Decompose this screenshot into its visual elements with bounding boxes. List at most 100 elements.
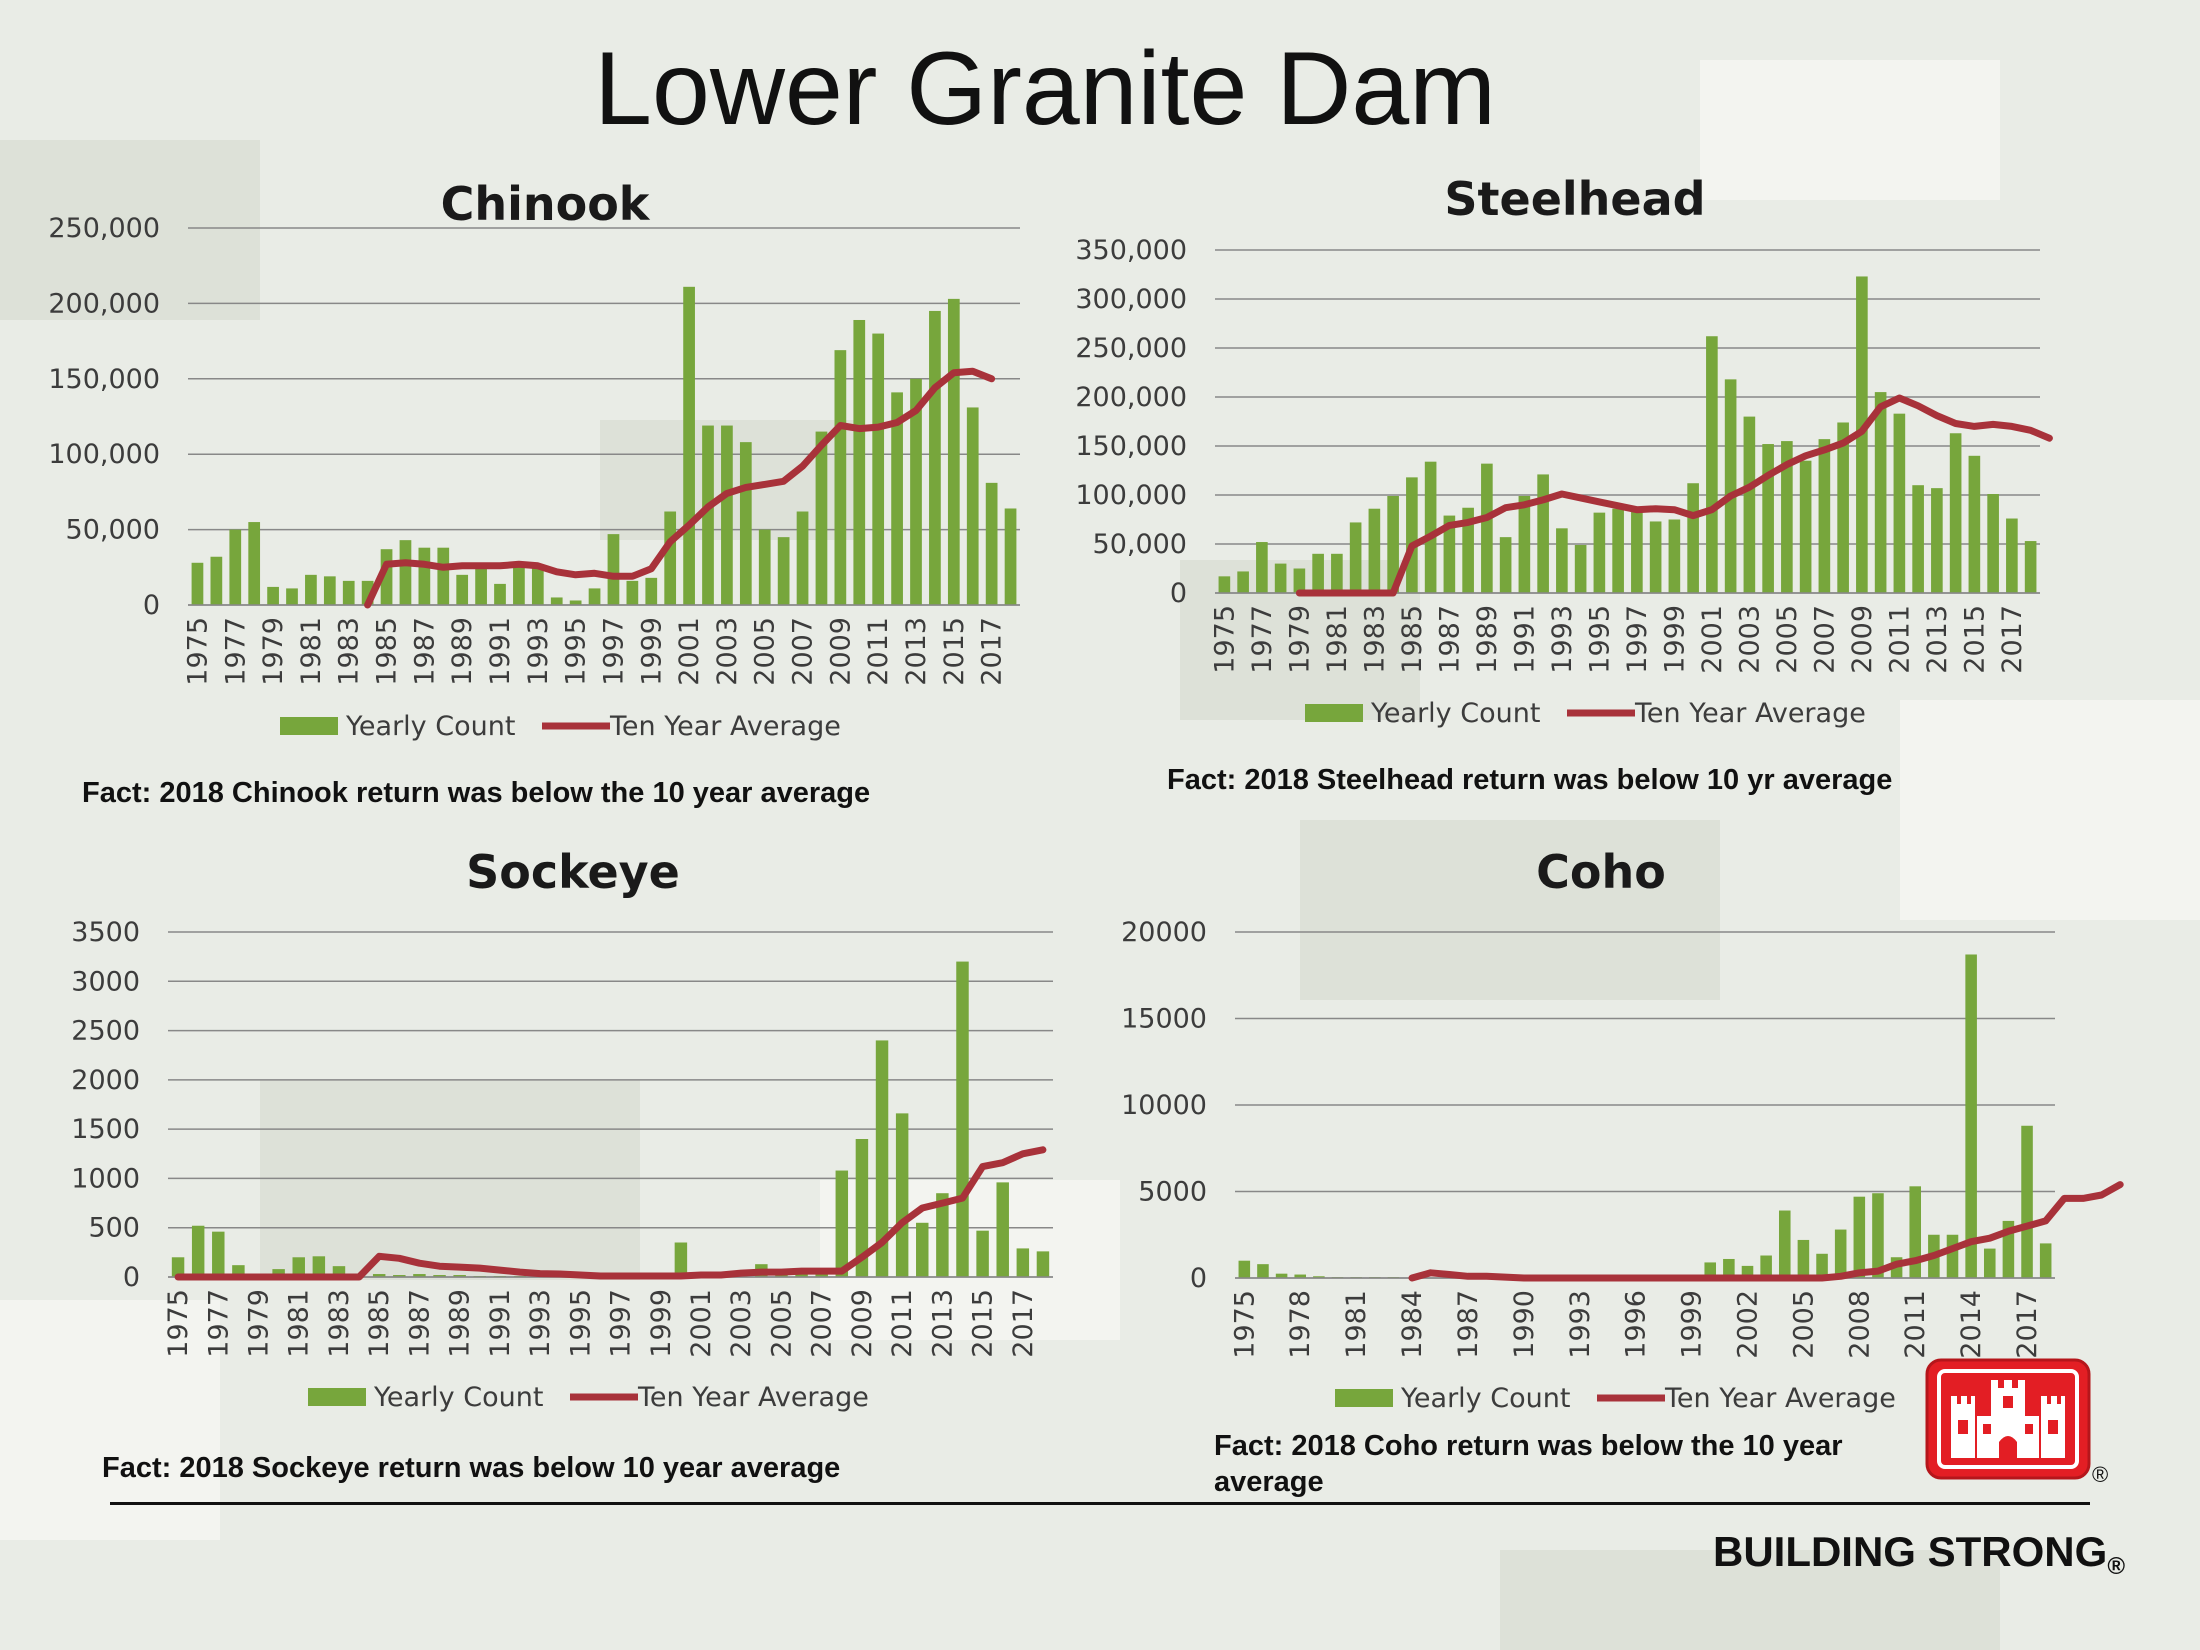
logo-registered-mark: ®	[2092, 1462, 2109, 1487]
coho-bar	[1909, 1186, 1922, 1278]
chinook-x-tick-label: 1983	[334, 617, 365, 686]
chinook-bar	[286, 588, 298, 605]
steelhead-y-tick-label: 300,000	[1075, 284, 1187, 315]
chinook-fact: Fact: 2018 Chinook return was below the …	[82, 777, 871, 809]
chinook-bar	[399, 540, 412, 605]
sockeye-x-tick-label: 1991	[485, 1289, 516, 1358]
coho-y-tick-label: 0	[1190, 1263, 1207, 1294]
sockeye-bar	[292, 1257, 305, 1277]
coho-x-tick-label: 2002	[1733, 1290, 1764, 1359]
chinook-bar	[588, 588, 601, 605]
steelhead-bar	[1706, 336, 1718, 593]
chinook-bar	[645, 577, 658, 605]
sockeye-x-tick-label: 1999	[646, 1289, 677, 1358]
coho-y-tick-label: 20000	[1121, 917, 1207, 948]
steelhead-y-tick-label: 350,000	[1075, 235, 1187, 266]
chinook-chart-title: Chinook	[441, 177, 651, 231]
sockeye-x-tick-label: 1983	[324, 1289, 355, 1358]
tagline-text: BUILDING STRONG	[1712, 1528, 2108, 1575]
coho-x-tick-label: 1984	[1397, 1290, 1428, 1359]
chinook-bar	[437, 547, 450, 605]
steelhead-bar	[1218, 576, 1231, 593]
coho-x-tick-label: 2014	[1956, 1290, 1987, 1359]
tagline-registered-mark: ®	[2107, 1553, 2125, 1580]
steelhead-x-tick-label: 1995	[1584, 605, 1615, 674]
sockeye-x-tick-label: 2015	[968, 1289, 999, 1358]
sockeye-legend-yearly-count: Yearly Count	[373, 1382, 543, 1413]
sockeye-bar	[232, 1265, 245, 1277]
steelhead-x-tick-label: 2007	[1809, 605, 1840, 674]
steelhead-x-tick-label: 2005	[1772, 605, 1803, 674]
sockeye-x-tick-label: 1975	[163, 1289, 194, 1358]
steelhead-x-tick-label: 1989	[1472, 605, 1503, 674]
sockeye-x-tick-label: 1997	[606, 1289, 637, 1358]
coho-x-tick-label: 2017	[2012, 1290, 2043, 1359]
coho-legend-yearly-count: Yearly Count	[1400, 1383, 1570, 1414]
sockeye-x-tick-label: 1989	[445, 1289, 476, 1358]
chinook-bar	[891, 392, 903, 605]
sockeye-x-tick-label: 1993	[525, 1289, 556, 1358]
sockeye-y-tick-label: 1500	[71, 1114, 140, 1145]
steelhead-bar	[1518, 495, 1531, 593]
steelhead-bar	[1293, 568, 1306, 593]
sockeye-bar	[372, 1274, 386, 1277]
coho-bar	[1704, 1262, 1717, 1278]
steelhead-bar	[1593, 512, 1606, 593]
chinook-x-tick-label: 2005	[750, 617, 781, 686]
coho-bar	[1853, 1196, 1866, 1278]
sockeye-bar	[956, 961, 969, 1277]
chinook-x-tick-label: 1999	[636, 617, 667, 686]
chinook-x-tick-label: 2017	[977, 617, 1008, 686]
steelhead-bar	[1406, 477, 1418, 593]
coho-bar	[1313, 1276, 1325, 1278]
sockeye-x-tick-label: 2001	[686, 1289, 717, 1358]
sockeye-x-tick-label: 1981	[284, 1289, 315, 1358]
coho-bar	[1797, 1239, 1810, 1278]
steelhead-x-tick-label: 1987	[1434, 605, 1465, 674]
chinook-x-tick-label: 1993	[523, 617, 554, 686]
steelhead-bar	[1574, 544, 1587, 593]
steelhead-legend-yearly-count: Yearly Count	[1370, 698, 1540, 729]
sockeye-bar	[916, 1222, 929, 1277]
steelhead-y-tick-label: 250,000	[1075, 333, 1187, 364]
chinook-x-tick-label: 1991	[485, 617, 516, 686]
chinook-bar	[834, 350, 847, 605]
steelhead-bar	[1237, 571, 1249, 593]
chinook-bar	[966, 407, 979, 605]
coho-x-tick-label: 1978	[1285, 1290, 1316, 1359]
steelhead-x-tick-label: 2013	[1922, 605, 1953, 674]
chinook-bar	[626, 580, 639, 605]
steelhead-bar	[1931, 488, 1943, 593]
chinook-y-tick-label: 50,000	[66, 515, 160, 546]
steelhead-bar	[1499, 537, 1512, 593]
steelhead-x-tick-label: 1997	[1622, 605, 1653, 674]
chinook-bar	[229, 529, 242, 605]
sockeye-x-tick-label: 2009	[847, 1289, 878, 1358]
sockeye-bar	[875, 1040, 889, 1277]
coho-bar	[1723, 1258, 1735, 1278]
page-title: Lower Granite Dam	[594, 31, 1496, 147]
steelhead-bar	[1312, 553, 1324, 593]
chinook-y-tick-label: 100,000	[48, 439, 160, 470]
chinook-bar	[361, 580, 374, 605]
steelhead-x-tick-label: 2001	[1697, 605, 1728, 674]
chinook-x-tick-label: 2007	[788, 617, 819, 686]
chinook-bar	[267, 586, 279, 605]
steelhead-bar	[1724, 379, 1737, 593]
coho-bar	[1294, 1274, 1307, 1278]
sockeye-chart: Sockeye 0 500 1000 1500 2000 2500 3000 3500 1975 1…	[40, 830, 1080, 1430]
coho-x-tick-label: 1999	[1677, 1290, 1708, 1359]
sockeye-y-tick-label: 1000	[71, 1163, 140, 1194]
sockeye-bar	[855, 1139, 869, 1277]
chinook-x-tick-label: 1977	[220, 617, 251, 686]
coho-bar	[1778, 1210, 1791, 1278]
sockeye-bar	[996, 1182, 1009, 1277]
steelhead-y-tick-label: 100,000	[1075, 480, 1187, 511]
chinook-bar	[664, 511, 677, 605]
coho-y-tick-label: 5000	[1138, 1177, 1207, 1208]
coho-bar	[1983, 1248, 1996, 1278]
chinook-bar	[872, 333, 885, 605]
sockeye-chart-svg: Sockeye 0 500 1000 1500 2000 2500 3000 3500 1975 1…	[71, 845, 1053, 1413]
steelhead-x-tick-label: 2009	[1847, 605, 1878, 674]
steelhead-bar	[2024, 541, 2037, 593]
